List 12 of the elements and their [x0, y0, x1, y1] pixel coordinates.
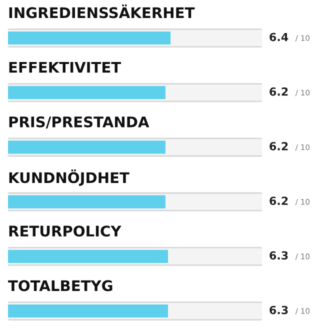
y-tick-label: RETURPOLICY	[9, 226, 122, 237]
data-label: 6.2	[270, 142, 288, 150]
data-label: 6.3	[270, 306, 288, 314]
data-label: 6.3	[270, 251, 288, 260]
data-label: 6.2	[270, 196, 288, 206]
y-tick-label: TOTALBETYG	[8, 280, 112, 292]
y-tick-label: INGREDIENSSÄKERHET	[9, 4, 195, 18]
y-tick-label: KUNDNÖJDHET	[9, 169, 130, 186]
y-tick-label: PRIS/PRESTANDA	[9, 116, 150, 129]
data-label: 6.4	[270, 32, 288, 42]
y-tick-label: EFFEKTIVITET	[9, 62, 122, 73]
data-label: 6.2	[270, 87, 288, 96]
